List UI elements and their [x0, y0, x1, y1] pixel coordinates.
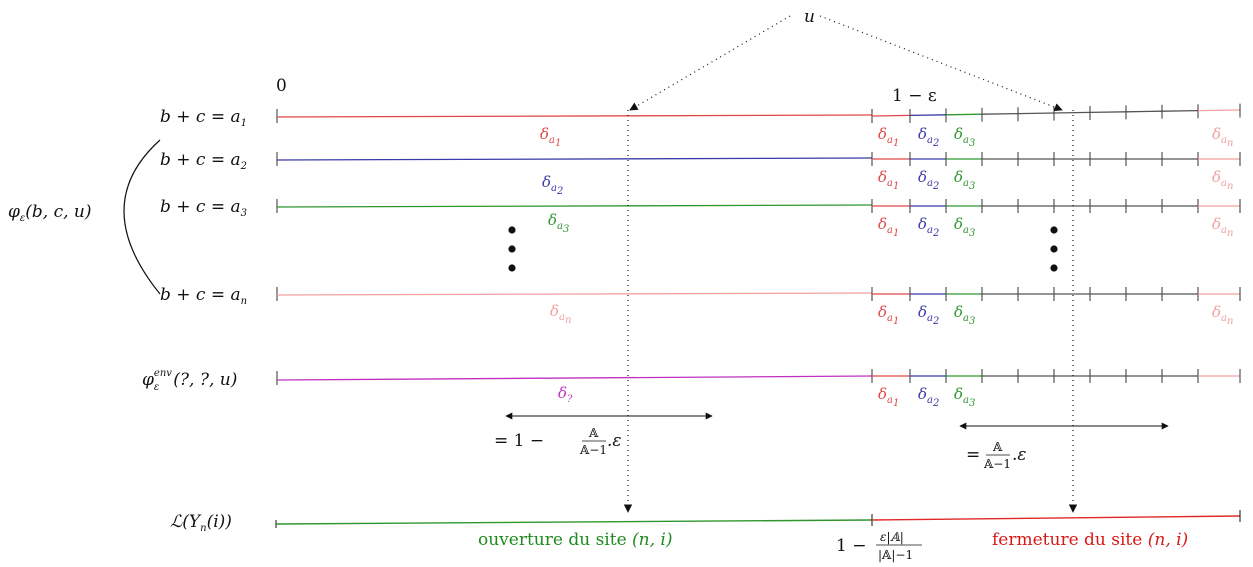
row-interval-2 [909, 114, 947, 117]
u-arrow-left [629, 15, 791, 111]
measure-left-label: = 1 − 𝔸 𝔸−1 .ε [494, 426, 622, 457]
env-delta-a2: δa2 [918, 385, 939, 409]
row-interval-5 [1017, 112, 1055, 115]
row-interval-3 [945, 113, 983, 116]
row-interval-6 [1053, 111, 1091, 114]
left-brace [123, 139, 161, 295]
row-interval-1 [871, 114, 911, 117]
row-interval-9 [1161, 109, 1199, 112]
row-main-delta: δa3 [548, 211, 569, 235]
row-delta-a1: δa1 [878, 125, 899, 149]
row-1: b + c = a1 δa1 δa1 δa2 δa3 δan [160, 103, 1241, 149]
env-main-segment [276, 375, 873, 381]
row-delta-an: δan [1212, 168, 1233, 192]
close-label: fermeture du site (n, i) [992, 530, 1188, 550]
row-main-segment [276, 292, 873, 296]
row-label: b + c = a3 [160, 197, 247, 219]
row-main-delta: δan [550, 302, 571, 326]
env-delta-a1: δa1 [878, 385, 899, 409]
svg-text:ε|𝔸|: ε|𝔸| [880, 530, 904, 544]
svg-text:𝔸−1: 𝔸−1 [579, 443, 607, 457]
env-label: φenv ε (?, ?, u) [142, 368, 237, 393]
row-3: b + c = a3 δa3 δa1 δa2 δa3 δan [160, 197, 1241, 239]
row-delta-a2: δa2 [918, 215, 939, 239]
row-delta-a3: δa3 [954, 125, 975, 149]
svg-text:ℒ(Yn(i)): ℒ(Yn(i)) [170, 512, 232, 534]
svg-text:𝔸: 𝔸 [992, 440, 1003, 454]
row-interval-8 [1125, 110, 1163, 113]
row-main-segment [276, 157, 873, 161]
row-delta-a1: δa1 [878, 168, 899, 192]
svg-text:.ε: .ε [607, 431, 622, 451]
law-close-segment [871, 515, 1241, 521]
row-4: b + c = an δan δa1 δa2 δa3 δan [160, 285, 1241, 327]
phi-label: φε(b, c, u) [8, 202, 92, 224]
row-2: b + c = a2 δa2 δa1 δa2 δa3 δan [160, 150, 1241, 197]
rows-group: b + c = a1 δa1 δa1 δa2 δa3 δan b + c = a2 δa2 δa… [160, 103, 1241, 327]
row-delta-a1: δa1 [878, 215, 899, 239]
law-open-segment [275, 519, 873, 525]
row-delta-an: δan [1212, 303, 1233, 327]
open-label: ouverture du site (n, i) [478, 530, 673, 550]
row-label: b + c = a2 [160, 150, 247, 172]
row-interval-10 [1197, 109, 1241, 112]
row-main-segment [276, 114, 873, 118]
row-delta-a2: δa2 [918, 303, 939, 327]
svg-text:= 1 −: = 1 − [494, 431, 544, 451]
row-interval-4 [981, 112, 1019, 115]
env-row: δ? δa1 δa2 δa3 [276, 369, 1241, 409]
svg-text:𝔸: 𝔸 [588, 426, 599, 440]
svg-text:ouverture du site (n, i): ouverture du site (n, i) [478, 530, 673, 550]
u-label: u [804, 7, 815, 27]
row-main-segment [276, 204, 873, 208]
svg-text:fermeture du site (n, i): fermeture du site (n, i) [992, 530, 1188, 550]
env-delta-a3: δa3 [954, 385, 975, 409]
row-label: b + c = a1 [160, 107, 247, 129]
row-delta-a2: δa2 [918, 125, 939, 149]
ellipsis-dots-left [508, 226, 516, 272]
row-delta-a2: δa2 [918, 168, 939, 192]
row-interval-7 [1089, 111, 1127, 114]
svg-text:φε(b, c, u): φε(b, c, u) [8, 202, 92, 224]
row-main-delta: δa1 [540, 125, 561, 149]
env-delta: δ? [558, 384, 573, 405]
law-label: ℒ(Yn(i)) [170, 512, 232, 534]
one-minus-epsilon-label: 1 − ε [892, 86, 937, 106]
row-delta-an: δan [1212, 125, 1233, 149]
row-main-delta: δa2 [542, 173, 563, 197]
ellipsis-dots-right [1050, 226, 1058, 272]
u-arrow-right [819, 15, 1063, 112]
row-label: b + c = an [160, 285, 247, 307]
row-delta-a3: δa3 [954, 215, 975, 239]
measure-right-label: = 𝔸 𝔸−1 .ε [966, 440, 1027, 471]
row-delta-a1: δa1 [878, 303, 899, 327]
svg-text:|𝔸|−1: |𝔸|−1 [878, 548, 913, 562]
row-delta-an: δan [1212, 215, 1233, 239]
svg-text:1 −: 1 − [836, 536, 866, 556]
svg-text:.ε: .ε [1012, 445, 1027, 465]
row-delta-a3: δa3 [954, 168, 975, 192]
row-delta-a3: δa3 [954, 303, 975, 327]
zero-label: 0 [276, 76, 287, 96]
svg-text:𝔸−1: 𝔸−1 [983, 457, 1011, 471]
threshold-label: 1 − ε|𝔸| |𝔸|−1 [836, 530, 922, 562]
svg-text:=: = [966, 445, 980, 465]
